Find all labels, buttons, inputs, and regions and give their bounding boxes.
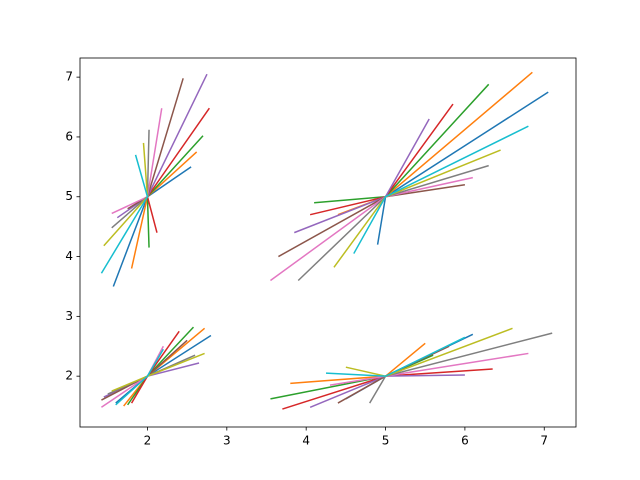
x-tick-label: 3 [223,434,231,448]
y-tick-label: 7 [65,70,73,84]
line [353,125,529,254]
line [325,336,466,377]
y-tick-label: 2 [65,369,73,383]
x-tick-label: 4 [302,434,310,448]
y-tick-label: 5 [65,189,73,203]
y-tick-label: 4 [65,249,73,263]
y-tick-label: 6 [65,129,73,143]
x-tick-label: 6 [461,434,469,448]
x-tick-label: 5 [382,434,390,448]
line [115,348,164,406]
x-tick-label: 7 [540,434,548,448]
x-tick-label: 2 [144,434,152,448]
y-tick-label: 3 [65,309,73,323]
plot-frame [79,57,577,428]
line [100,154,149,274]
